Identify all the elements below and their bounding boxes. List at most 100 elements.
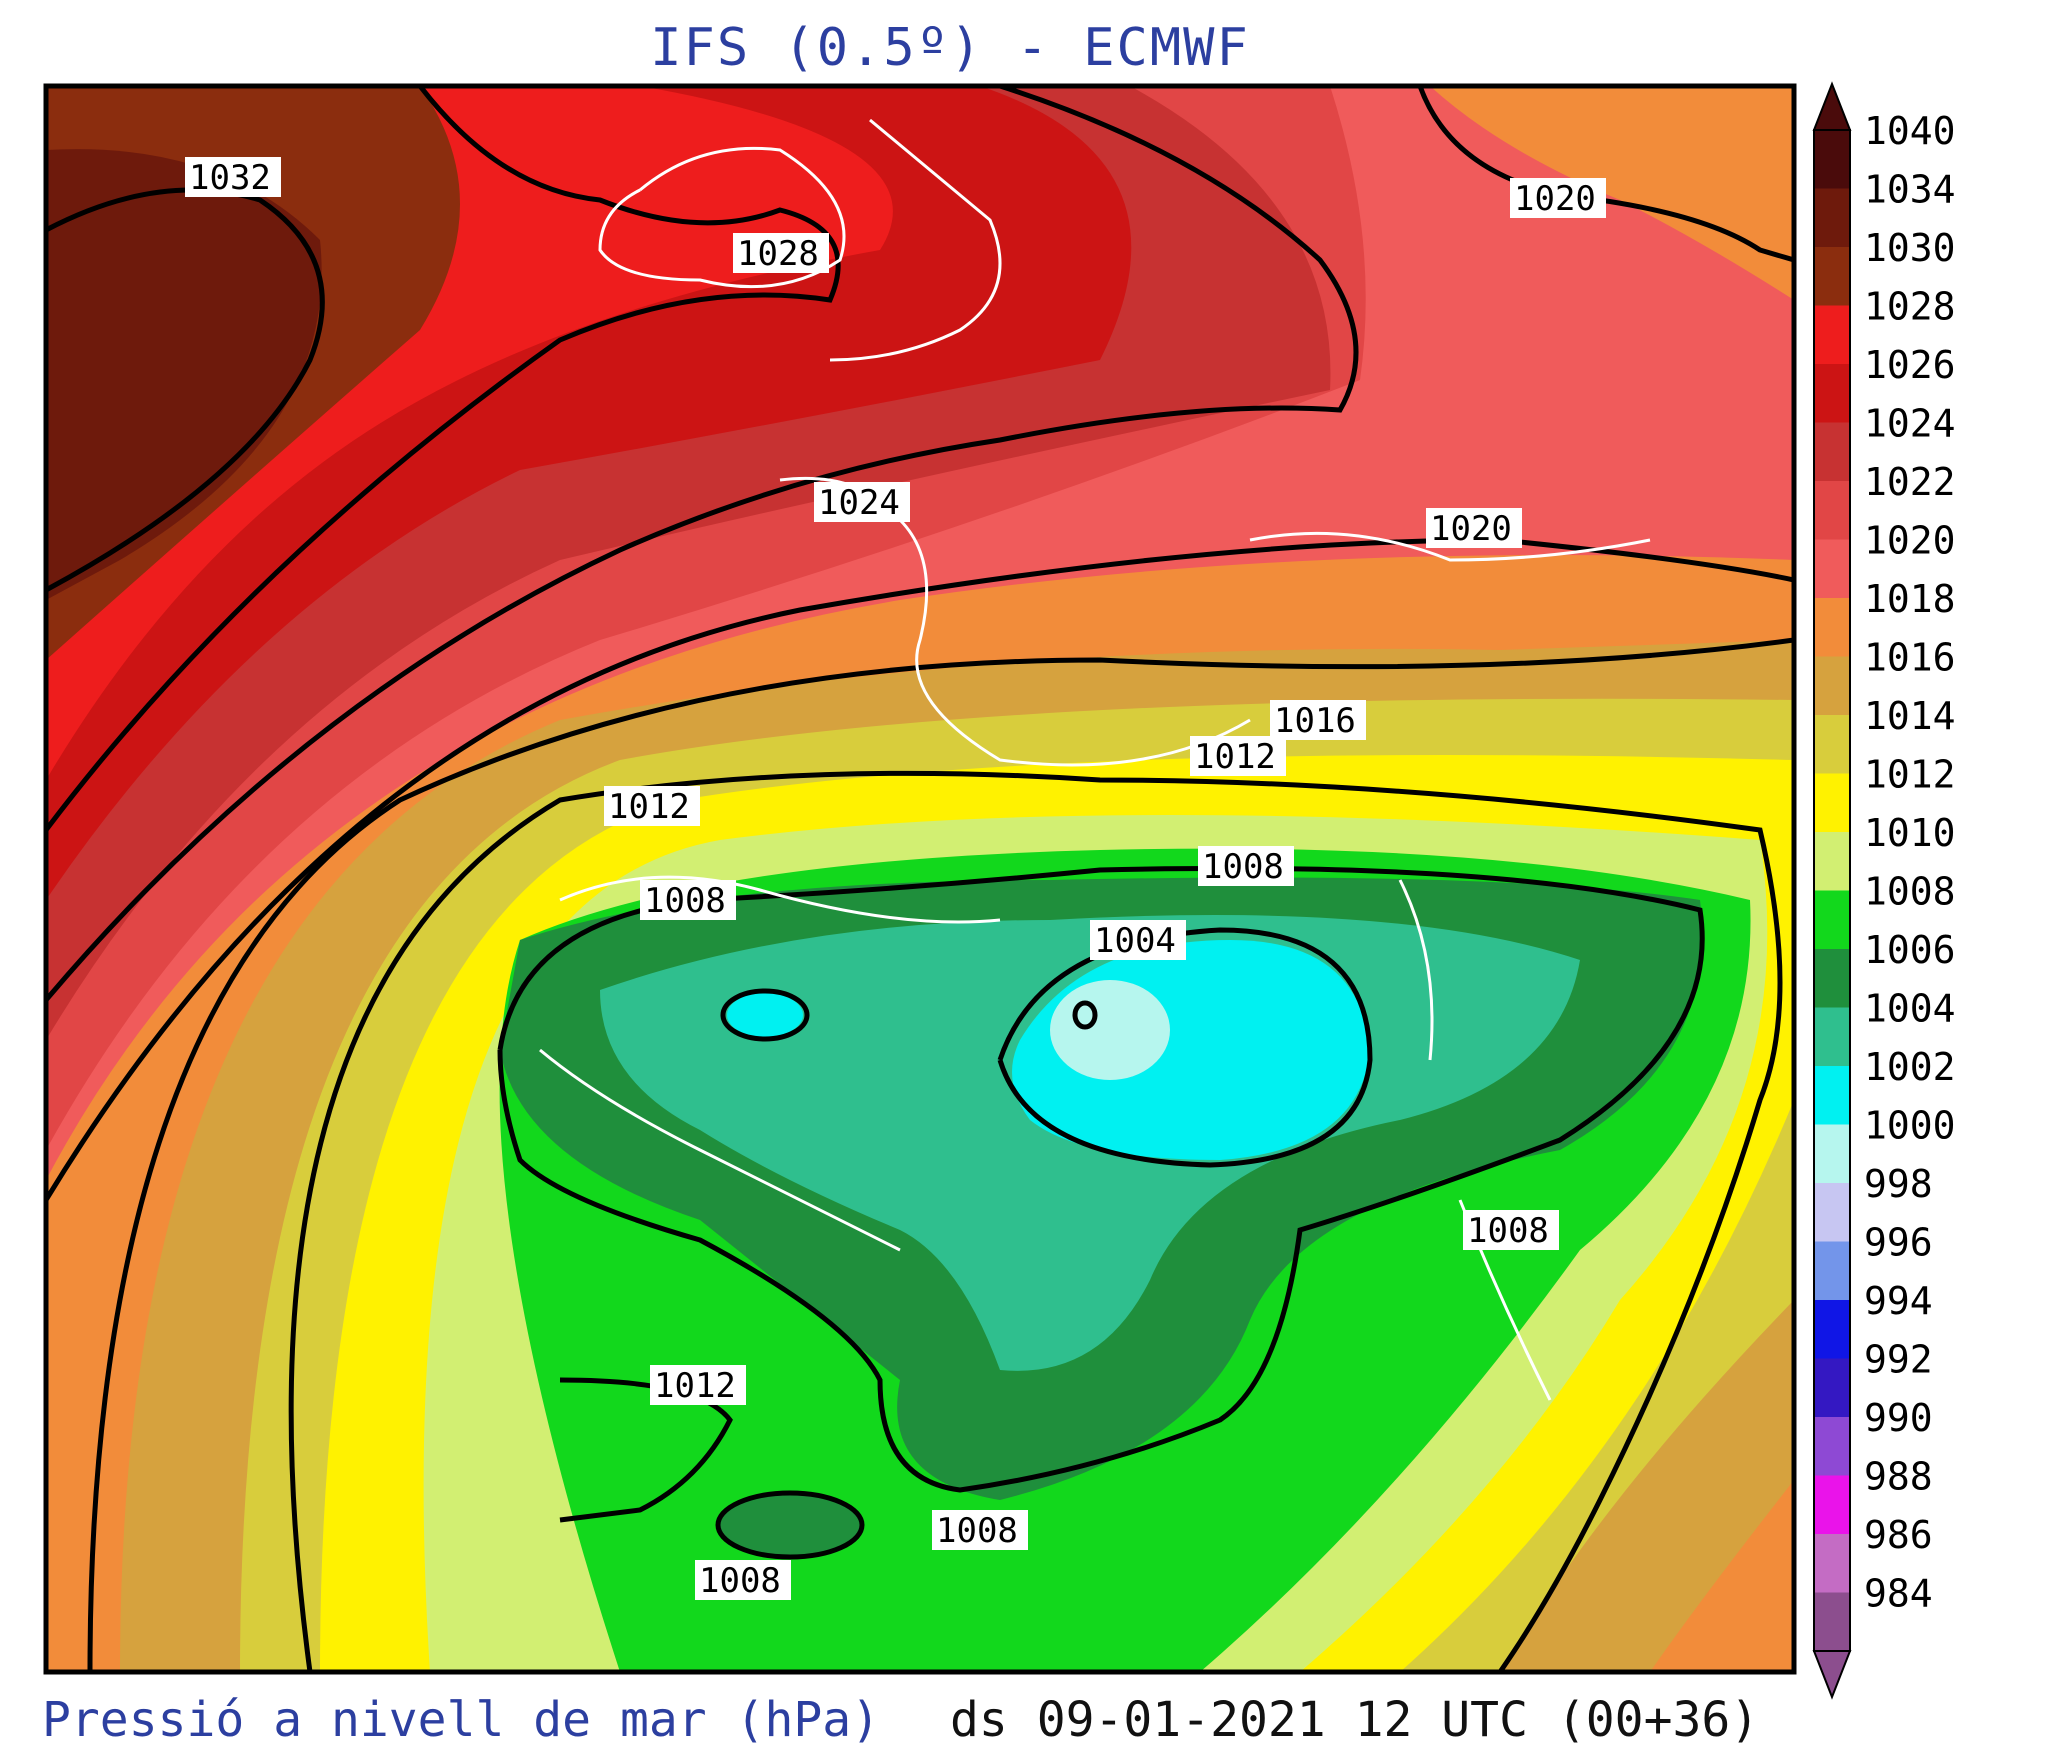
legend-label: 1008 [1864, 870, 1956, 914]
isobar-label-1024: 1024 [814, 482, 910, 523]
legend-arrow-top [1812, 81, 1852, 131]
field-1000 [1050, 980, 1170, 1080]
svg-text:1020: 1020 [1514, 179, 1596, 219]
legend-label: 994 [1864, 1279, 1933, 1323]
variable-label: Pressió a nivell de mar (hPa) [42, 1692, 881, 1748]
legend-label: 1040 [1864, 109, 1956, 153]
valid-time-label: ds 09-01-2021 12 UTC (00+36) [950, 1692, 1760, 1748]
isobar-label-1032: 1032 [185, 157, 281, 198]
legend-label: 990 [1864, 1396, 1933, 1440]
legend-swatch [1814, 1066, 1850, 1125]
isobar-labels: 1032 1028 1020 1024 1020 1016 1012 1012 … [185, 157, 1606, 1601]
legend-swatch [1814, 598, 1850, 657]
isobar-label-1008-north: 1008 [1198, 846, 1294, 887]
legend-label: 1014 [1864, 694, 1956, 738]
pressure-field [46, 86, 1794, 1672]
legend-label: 986 [1864, 1513, 1933, 1557]
isobar-1032 [46, 187, 325, 593]
legend-swatch [1814, 481, 1850, 540]
legend-arrow-bottom [1812, 1650, 1852, 1700]
legend-swatch [1814, 773, 1850, 832]
legend-label: 1020 [1864, 519, 1956, 563]
svg-text:1028: 1028 [737, 234, 819, 274]
legend-swatch [1814, 247, 1850, 306]
svg-text:1024: 1024 [818, 483, 900, 523]
isobar-label-1020: 1020 [1426, 508, 1522, 549]
legend-label: 1006 [1864, 928, 1956, 972]
isobar-1016 [87, 637, 1794, 1672]
isobar-label-1008-south: 1008 [932, 1510, 1028, 1551]
legend-label: 1026 [1864, 343, 1956, 387]
map-title: IFS (0.5º) - ECMWF [650, 18, 1250, 78]
legend-label: 1004 [1864, 987, 1956, 1031]
legend-label: 996 [1864, 1221, 1933, 1265]
legend-swatch [1814, 1475, 1850, 1534]
legend-label: 1030 [1864, 226, 1956, 270]
isobar-1006-south [715, 1490, 865, 1560]
legend-swatch [1814, 1358, 1850, 1417]
field-1006-south [720, 1495, 860, 1555]
field-1032 [46, 149, 322, 600]
legend-label: 988 [1864, 1455, 1933, 1499]
legend-swatch [1814, 890, 1850, 949]
isobar-1002-center [1072, 1000, 1098, 1030]
legend-swatch [1814, 539, 1850, 598]
legend-swatch [1814, 656, 1850, 715]
legend-swatch [1814, 1183, 1850, 1242]
legend-swatch [1814, 1007, 1850, 1066]
isobar-1006 [497, 865, 1705, 1493]
svg-text:1012: 1012 [654, 1366, 736, 1406]
svg-text:1032: 1032 [189, 158, 271, 198]
legend-label: 1034 [1864, 168, 1956, 212]
svg-text:1008: 1008 [644, 881, 726, 921]
isobars [46, 86, 1794, 1672]
legend-swatch [1814, 1534, 1850, 1593]
legend-swatch [1814, 1124, 1850, 1183]
legend-swatch [1814, 832, 1850, 891]
field-1018-ne [1430, 86, 1794, 300]
legend-label: 1002 [1864, 1045, 1956, 1089]
isobar-1024 [46, 86, 1359, 1002]
svg-text:1008: 1008 [1467, 1211, 1549, 1251]
svg-text:1020: 1020 [1430, 509, 1512, 549]
isobar-label-1020-ne: 1020 [1510, 178, 1606, 219]
isobar-label-1008-west: 1008 [640, 880, 736, 921]
legend-label: 998 [1864, 1162, 1933, 1206]
svg-text:1016: 1016 [1274, 701, 1356, 741]
isobar-1028 [46, 86, 841, 832]
legend-label: 1000 [1864, 1104, 1956, 1148]
legend-label: 1022 [1864, 460, 1956, 504]
legend-swatch [1814, 364, 1850, 423]
svg-text:1004: 1004 [1094, 921, 1176, 961]
isobar-label-1012-south: 1012 [650, 1365, 746, 1406]
legend-swatch [1814, 130, 1850, 189]
legend-swatch [1814, 1592, 1850, 1651]
isobar-label-1012-east: 1012 [1190, 736, 1286, 777]
legend-swatch [1814, 1241, 1850, 1300]
legend-swatch [1814, 1417, 1850, 1476]
legend-frame [1813, 129, 1851, 1652]
svg-text:1008: 1008 [699, 1561, 781, 1601]
isobar-1002-small [720, 988, 810, 1042]
legend-label: 1012 [1864, 753, 1956, 797]
pressure-legend: 1040 1034 1030 1028 1026 1024 1022 1020 1018 1016… [1812, 81, 1956, 1700]
legend-label: 1018 [1864, 577, 1956, 621]
isobar-label-1016: 1016 [1270, 700, 1366, 741]
legend-label: 1024 [1864, 402, 1956, 446]
legend-label: 1028 [1864, 285, 1956, 329]
isobar-label-1012-west: 1012 [604, 786, 700, 827]
isobar-label-1004: 1004 [1090, 920, 1186, 961]
svg-text:1012: 1012 [1194, 737, 1276, 777]
legend-swatch [1814, 188, 1850, 247]
isobar-label-1028: 1028 [733, 233, 829, 274]
legend-label: 992 [1864, 1338, 1933, 1382]
isobar-label-1008-southwest: 1008 [695, 1560, 791, 1601]
isobar-1012 [288, 770, 1783, 1672]
legend-swatch [1814, 422, 1850, 481]
field-1002-small [727, 993, 803, 1037]
legend-label: 1010 [1864, 811, 1956, 855]
legend-swatch [1814, 949, 1850, 1008]
svg-text:1008: 1008 [1202, 847, 1284, 887]
svg-text:1008: 1008 [936, 1511, 1018, 1551]
